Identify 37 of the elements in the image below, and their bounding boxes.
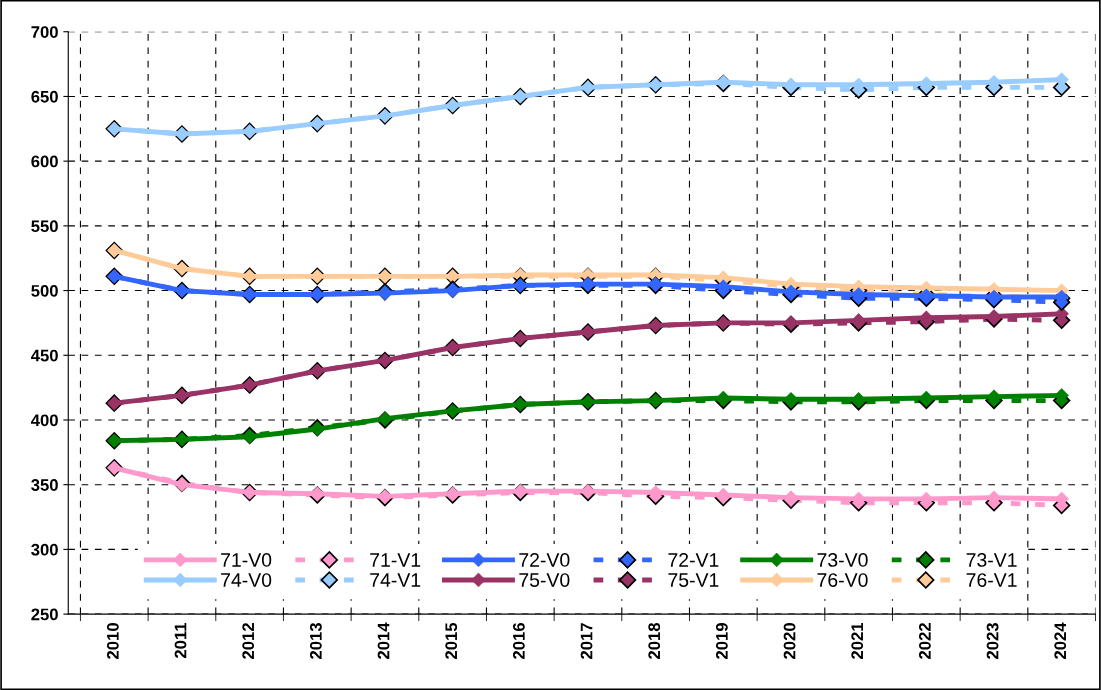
legend-label: 72-V0 <box>519 553 570 567</box>
y-tick-label: 700 <box>31 26 58 38</box>
legend-label: 73-V0 <box>817 553 868 567</box>
y-tick-label: 550 <box>31 220 58 233</box>
legend-label: 73-V1 <box>966 553 1017 567</box>
x-tick-label: 2011 <box>174 622 187 659</box>
legend-label: 72-V1 <box>668 553 719 567</box>
x-tick-label: 2020 <box>783 623 796 659</box>
legend-label: 76-V1 <box>966 573 1017 587</box>
y-tick-label: 450 <box>30 349 58 362</box>
y-tick-label: 300 <box>31 543 58 556</box>
y-tick-label: 350 <box>31 479 58 491</box>
y-tick-label: 400 <box>30 414 58 427</box>
legend-label: 74-V0 <box>221 573 272 587</box>
legend-label: 71-V0 <box>221 553 272 567</box>
legend-label: 71-V1 <box>370 553 421 567</box>
x-tick-label: 2015 <box>445 622 458 659</box>
x-tick-label: 2017 <box>580 623 593 659</box>
y-tick-label: 250 <box>31 608 58 621</box>
x-tick-label: 2013 <box>309 623 322 659</box>
x-tick-label: 2023 <box>986 623 999 659</box>
x-tick-label: 2018 <box>648 622 661 659</box>
x-tick-label: 2019 <box>715 623 728 659</box>
y-tick-label: 600 <box>31 155 58 168</box>
x-tick-label: 2010 <box>106 623 119 659</box>
legend-label: 75-V1 <box>668 573 719 587</box>
legend-label: 75-V0 <box>519 573 570 587</box>
legend-label: 76-V0 <box>817 573 868 587</box>
x-tick-label: 2021 <box>851 622 864 659</box>
x-tick-label: 2016 <box>512 623 525 659</box>
x-tick-label: 2024 <box>1054 622 1067 659</box>
x-tick-label: 2014 <box>377 622 390 659</box>
y-tick-label: 500 <box>31 284 58 297</box>
x-tick-label: 2022 <box>918 623 931 659</box>
x-tick-label: 2012 <box>242 623 255 659</box>
y-tick-label: 650 <box>31 90 58 103</box>
legend-label: 74-V1 <box>370 573 421 587</box>
